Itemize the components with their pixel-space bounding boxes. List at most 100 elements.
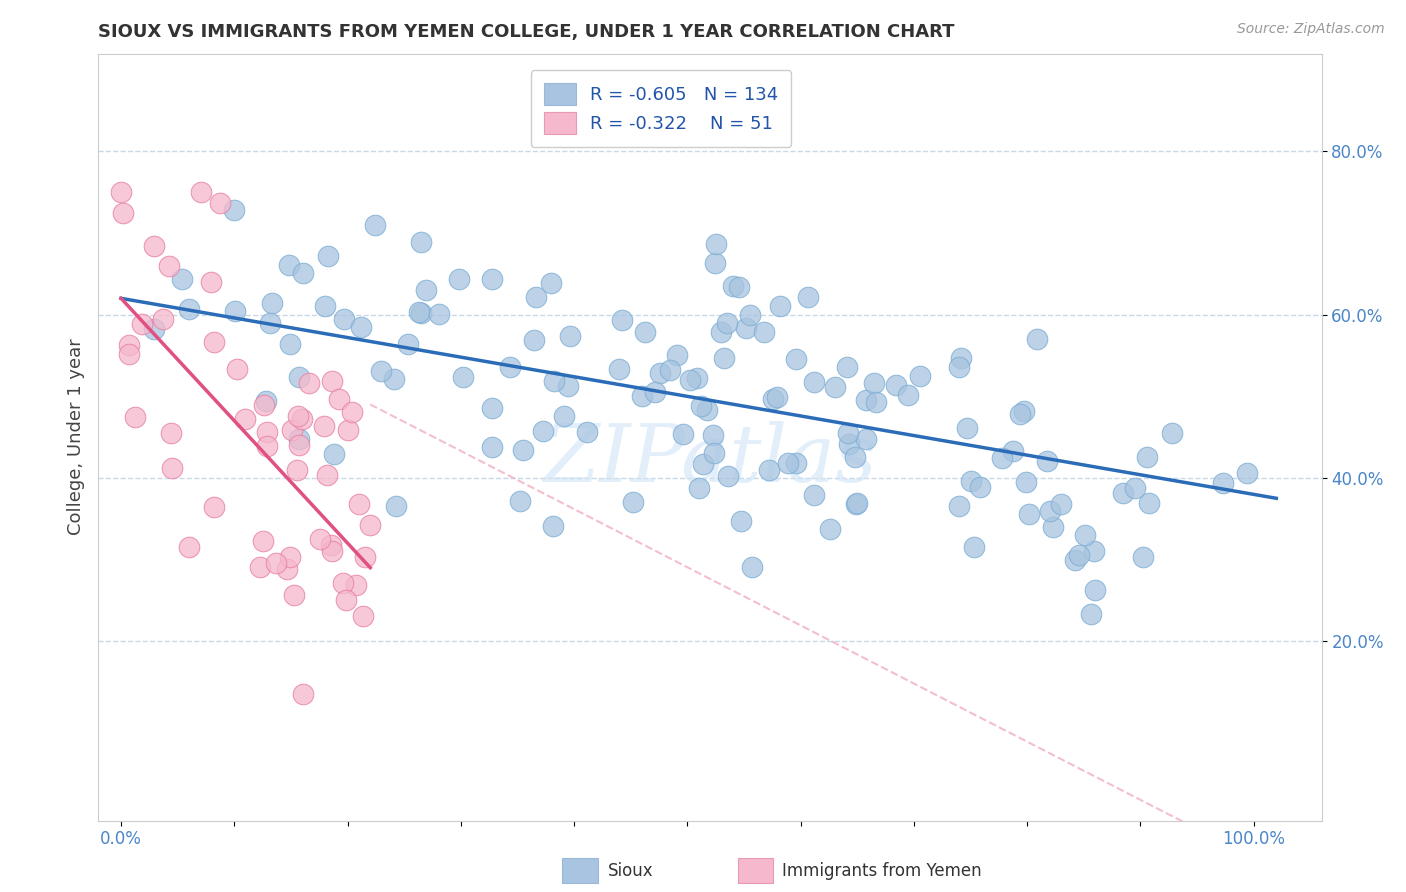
Point	[333, 312, 356, 326]
Point	[838, 437, 860, 451]
Point	[291, 412, 314, 426]
Point	[769, 299, 792, 313]
Point	[607, 362, 630, 376]
Point	[142, 239, 165, 253]
Point	[721, 278, 744, 293]
Point	[252, 533, 274, 548]
Point	[281, 423, 304, 437]
Point	[969, 481, 991, 495]
Point	[991, 450, 1014, 465]
Text: Source: ZipAtlas.com: Source: ZipAtlas.com	[1237, 22, 1385, 37]
Point	[481, 401, 503, 416]
Point	[340, 405, 363, 419]
Point	[1084, 582, 1107, 597]
Point	[855, 432, 877, 446]
Point	[177, 301, 200, 316]
Point	[758, 463, 780, 477]
Point	[323, 447, 346, 461]
Point	[124, 410, 146, 425]
Point	[283, 588, 305, 602]
Point	[835, 360, 858, 375]
Point	[803, 488, 825, 502]
Point	[837, 425, 859, 440]
Point	[1012, 403, 1035, 417]
Point	[142, 322, 165, 336]
Point	[716, 316, 738, 330]
Point	[427, 307, 450, 321]
Point	[259, 316, 281, 330]
Point	[202, 500, 225, 514]
Point	[287, 432, 309, 446]
Point	[118, 338, 141, 352]
Point	[222, 203, 245, 218]
Point	[1083, 544, 1105, 558]
Point	[1014, 475, 1036, 489]
Point	[863, 376, 886, 391]
Point	[540, 277, 562, 291]
Point	[350, 320, 373, 334]
Text: ZIPatlas: ZIPatlas	[543, 421, 877, 499]
Point	[730, 515, 752, 529]
Text: Immigrants from Yemen: Immigrants from Yemen	[782, 862, 981, 880]
Point	[1050, 497, 1073, 511]
Point	[278, 337, 301, 351]
Point	[321, 538, 343, 552]
Point	[553, 409, 575, 424]
Point	[523, 333, 546, 347]
Point	[179, 540, 201, 554]
Point	[844, 450, 866, 465]
Point	[509, 494, 531, 508]
Point	[865, 395, 887, 409]
Point	[533, 425, 555, 439]
Point	[256, 439, 278, 453]
Point	[170, 272, 193, 286]
Point	[396, 337, 419, 351]
Point	[285, 463, 308, 477]
Point	[208, 195, 231, 210]
Point	[415, 283, 437, 297]
Point	[292, 267, 315, 281]
Point	[803, 376, 825, 390]
Point	[321, 374, 343, 388]
Point	[1001, 443, 1024, 458]
Text: SIOUX VS IMMIGRANTS FROM YEMEN COLLEGE, UNDER 1 YEAR CORRELATION CHART: SIOUX VS IMMIGRANTS FROM YEMEN COLLEGE, …	[98, 23, 955, 41]
Point	[312, 418, 335, 433]
Point	[855, 392, 877, 407]
Point	[738, 308, 761, 322]
Point	[956, 421, 979, 435]
Point	[160, 426, 183, 441]
Point	[1112, 486, 1135, 500]
Point	[328, 392, 350, 406]
Point	[948, 360, 970, 375]
Point	[960, 475, 983, 489]
Point	[335, 592, 357, 607]
Point	[309, 532, 332, 546]
Point	[111, 205, 134, 219]
Point	[321, 544, 343, 558]
Point	[785, 351, 807, 366]
Point	[1236, 467, 1258, 481]
Point	[314, 299, 336, 313]
Point	[131, 317, 153, 331]
Point	[845, 496, 868, 510]
Point	[451, 369, 474, 384]
Point	[796, 290, 818, 304]
Point	[910, 369, 932, 384]
Point	[702, 428, 724, 442]
Point	[316, 249, 339, 263]
Point	[336, 423, 359, 437]
Point	[347, 497, 370, 511]
Point	[776, 456, 799, 470]
Point	[741, 559, 763, 574]
Point	[408, 305, 430, 319]
Point	[499, 360, 522, 375]
Point	[543, 374, 565, 388]
Point	[1039, 504, 1062, 518]
Point	[692, 457, 714, 471]
Point	[160, 461, 183, 475]
Point	[679, 373, 702, 387]
Point	[703, 256, 725, 270]
Point	[1212, 476, 1234, 491]
Point	[686, 371, 709, 385]
Point	[152, 311, 174, 326]
